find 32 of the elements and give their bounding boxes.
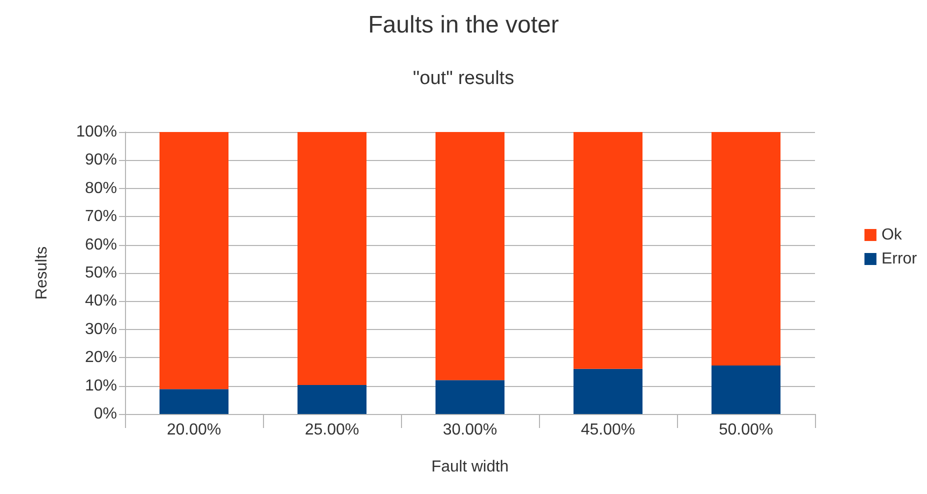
y-tick-label: 0% bbox=[94, 406, 117, 422]
chart-subtitle: "out" results bbox=[412, 68, 514, 89]
bar bbox=[298, 384, 366, 414]
bar bbox=[160, 132, 228, 390]
y-tick-label: 80% bbox=[84, 180, 117, 197]
bar bbox=[574, 132, 642, 369]
y-axis-title: Results bbox=[34, 246, 50, 300]
x-tick-label: 50.00% bbox=[718, 422, 774, 438]
x-tick-label: 25.00% bbox=[304, 422, 360, 438]
bar bbox=[712, 365, 780, 414]
y-tick-label: 50% bbox=[84, 264, 117, 282]
legend-label: Ok bbox=[881, 226, 903, 244]
x-axis-title: Fault width bbox=[431, 458, 509, 476]
y-tick-label: 90% bbox=[84, 152, 117, 169]
bar bbox=[160, 389, 228, 414]
y-tick-label: 100% bbox=[76, 124, 117, 140]
bar bbox=[298, 132, 366, 385]
y-tick-label: 60% bbox=[84, 236, 117, 254]
bar bbox=[574, 368, 642, 414]
y-tick-label: 70% bbox=[84, 208, 117, 226]
x-tick-label: 45.00% bbox=[580, 422, 636, 438]
y-tick-label: 20% bbox=[84, 349, 117, 366]
y-tick-label: 40% bbox=[84, 292, 117, 310]
y-tick-label: 10% bbox=[84, 377, 117, 394]
chart-title: Faults in the voter bbox=[368, 12, 559, 38]
bar bbox=[436, 132, 504, 380]
bar bbox=[436, 380, 504, 414]
y-tick-label: 30% bbox=[84, 320, 117, 338]
x-tick-label: 20.00% bbox=[166, 422, 222, 438]
x-tick-label: 30.00% bbox=[442, 422, 498, 438]
legend-label: Error bbox=[881, 250, 918, 268]
bar bbox=[712, 132, 780, 366]
